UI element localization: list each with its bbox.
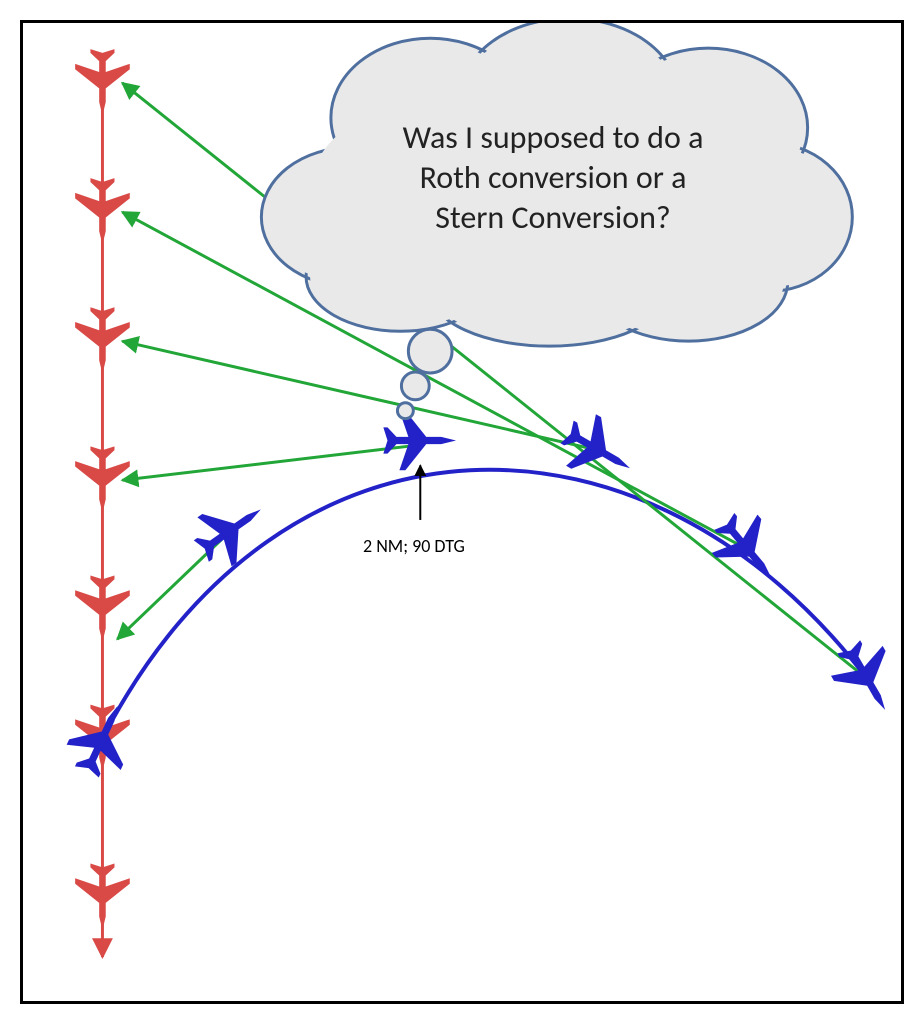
red-jet-icon (75, 863, 130, 930)
thought-bubble-tail (397, 403, 413, 419)
blue-jet-icon (383, 411, 456, 471)
red-jet-icon (75, 178, 130, 245)
blue-arc-path (102, 470, 867, 739)
diagram-frame: 2 NM; 90 DTG Was I supposed to do aRoth … (20, 20, 904, 1004)
thought-bubble-tail (401, 372, 429, 400)
sight-line-arrow (122, 341, 599, 450)
sight-line-arrow (122, 445, 415, 480)
thought-bubble-tail (408, 329, 452, 373)
red-jet-icon (75, 307, 130, 374)
blue-jet-icon (823, 632, 901, 725)
thought-bubble-text: Was I supposed to do aRoth conversion or… (353, 118, 753, 238)
red-jet-icon (75, 49, 130, 116)
red-jet-icon (75, 446, 130, 513)
red-jet-icon (75, 575, 130, 642)
annotation-label: 2 NM; 90 DTG (363, 535, 465, 557)
